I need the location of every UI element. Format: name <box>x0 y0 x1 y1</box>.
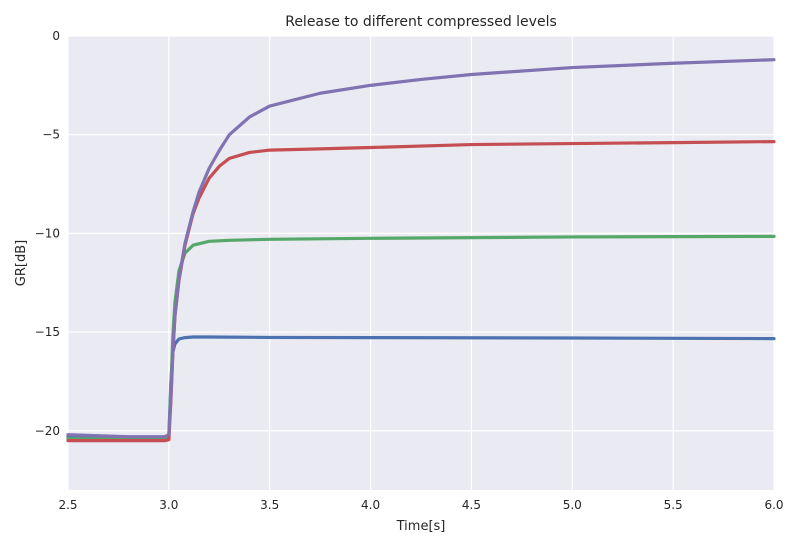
y-tick-label: −10 <box>35 226 60 240</box>
x-tick-label: 2.5 <box>58 498 77 512</box>
x-tick-label: 5.5 <box>664 498 683 512</box>
x-tick-label: 3.0 <box>159 498 178 512</box>
series-line-4 <box>66 58 776 439</box>
y-axis-label: GR[dB] <box>14 240 29 286</box>
y-tick-label: −5 <box>42 128 60 142</box>
chart-title: Release to different compressed levels <box>285 14 557 30</box>
plot-background <box>68 36 774 490</box>
y-tick-label: −20 <box>35 424 60 438</box>
grid <box>67 35 775 490</box>
y-tick-label: 0 <box>52 29 60 43</box>
x-axis-label: Time[s] <box>396 519 446 534</box>
x-tick-label: 3.5 <box>260 498 279 512</box>
x-tick-label: 4.5 <box>462 498 481 512</box>
x-tick-label: 5.0 <box>563 498 582 512</box>
series-group <box>66 58 776 443</box>
x-tick-label: 6.0 <box>764 498 783 512</box>
y-tick-label: −15 <box>35 325 60 339</box>
tick-labels: 2.5 3.0 3.5 4.0 4.5 5.0 5.5 6.0 −20 −15 −10 −5 0 <box>35 29 784 512</box>
x-tick-label: 4.0 <box>361 498 380 512</box>
